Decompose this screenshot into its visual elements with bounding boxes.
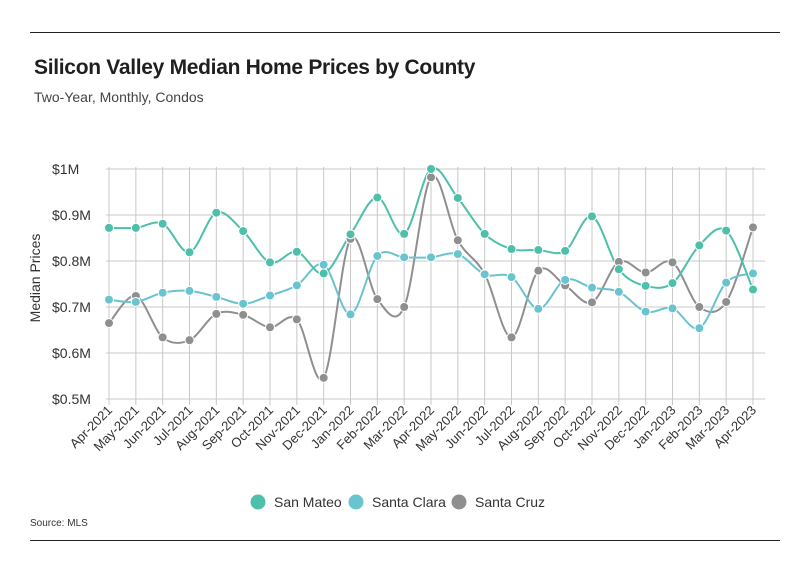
- san-mateo-point: [184, 247, 195, 258]
- san-mateo-point: [104, 222, 114, 233]
- y-tick-label: $0.9M: [52, 207, 91, 223]
- chart-title: Silicon Valley Median Home Prices by Cou…: [34, 56, 476, 79]
- santa-clara-point: [560, 274, 571, 285]
- san-mateo-point: [506, 244, 517, 255]
- chart-subtitle: Two-Year, Monthly, Condos: [34, 89, 204, 105]
- legend: San Mateo Santa Clara Santa Cruz: [250, 494, 545, 510]
- santa-cruz-point: [104, 318, 114, 329]
- santa-clara-legend-label: Santa Clara: [372, 494, 446, 510]
- san-mateo-legend-label: San Mateo: [274, 494, 342, 510]
- san-mateo-legend-marker: [250, 494, 266, 510]
- y-tick-label: $0.8M: [52, 253, 91, 269]
- santa-clara-point: [613, 286, 624, 297]
- y-axis-label: Median Prices: [27, 234, 43, 323]
- santa-cruz-point: [291, 314, 302, 325]
- santa-clara-point: [426, 252, 436, 263]
- santa-clara-point: [104, 294, 114, 305]
- santa-cruz-point: [399, 302, 410, 312]
- san-mateo-point: [345, 229, 356, 240]
- san-mateo-point: [479, 228, 490, 239]
- san-mateo-point: [748, 284, 758, 295]
- santa-clara-legend-marker: [348, 494, 364, 510]
- y-tick-label: $1M: [52, 161, 79, 177]
- santa-clara-point: [587, 282, 597, 293]
- san-mateo-point: [533, 244, 544, 255]
- santa-cruz-point: [587, 297, 597, 308]
- y-tick-label: $0.7M: [52, 299, 91, 315]
- santa-cruz-point: [452, 235, 463, 246]
- santa-cruz-point: [721, 296, 732, 307]
- bottom-rule: [30, 540, 780, 541]
- santa-clara-point: [667, 303, 678, 314]
- san-mateo-point: [157, 218, 168, 229]
- san-mateo-point: [211, 207, 222, 218]
- san-mateo-point: [130, 222, 141, 233]
- san-mateo-point: [318, 268, 329, 279]
- santa-clara-point: [265, 290, 275, 301]
- santa-cruz-point: [238, 309, 249, 320]
- santa-cruz-point: [748, 222, 758, 233]
- santa-clara-point: [157, 287, 168, 298]
- santa-clara-point: [479, 269, 490, 280]
- santa-cruz-point: [184, 335, 195, 346]
- santa-cruz-point: [211, 308, 222, 319]
- series-points: [104, 164, 758, 383]
- san-mateo-point: [291, 246, 302, 257]
- san-mateo-point: [426, 164, 436, 174]
- san-mateo-point: [694, 240, 705, 251]
- san-mateo-point: [238, 226, 249, 237]
- santa-cruz-legend-label: Santa Cruz: [475, 494, 545, 510]
- grid: [106, 167, 765, 405]
- santa-cruz-point: [667, 257, 678, 268]
- y-tick-label: $0.6M: [52, 345, 91, 361]
- san-mateo-point: [613, 264, 624, 275]
- san-mateo-point: [399, 228, 410, 239]
- top-rule: [30, 32, 780, 33]
- santa-cruz-point: [694, 302, 705, 312]
- santa-clara-point: [184, 285, 195, 296]
- santa-clara-point: [748, 268, 758, 279]
- santa-clara-point: [452, 249, 463, 260]
- san-mateo-point: [721, 225, 732, 236]
- santa-clara-point: [345, 309, 356, 320]
- santa-cruz-point: [640, 267, 651, 278]
- santa-clara-point: [694, 323, 705, 334]
- san-mateo-point: [560, 245, 571, 256]
- santa-cruz-point: [426, 172, 436, 183]
- san-mateo-point: [587, 211, 597, 222]
- santa-clara-point: [211, 291, 222, 302]
- santa-clara-point: [238, 298, 249, 309]
- source-note: Source: MLS: [30, 518, 88, 529]
- santa-clara-point: [130, 296, 141, 307]
- san-mateo-point: [667, 278, 678, 289]
- santa-clara-point: [506, 272, 517, 283]
- santa-cruz-legend-marker: [451, 494, 467, 510]
- santa-clara-point: [533, 303, 544, 314]
- santa-cruz-point: [157, 332, 168, 343]
- santa-cruz-point: [533, 265, 544, 276]
- x-axis-ticks: Apr-2021May-2021Jun-2021Jul-2021Aug-2021…: [67, 403, 759, 454]
- santa-cruz-point: [506, 332, 517, 343]
- santa-clara-point: [640, 306, 651, 317]
- santa-cruz-point: [265, 322, 275, 333]
- y-tick-label: $0.5M: [52, 391, 91, 407]
- san-mateo-point: [265, 257, 275, 268]
- santa-clara-point: [372, 250, 383, 261]
- santa-clara-point: [399, 252, 410, 263]
- san-mateo-point: [640, 280, 651, 291]
- santa-clara-point: [721, 277, 732, 288]
- santa-cruz-point: [318, 372, 329, 383]
- santa-clara-point: [318, 259, 329, 270]
- santa-cruz-point: [372, 294, 383, 305]
- san-mateo-point: [452, 192, 463, 203]
- san-mateo-point: [372, 192, 383, 203]
- y-axis-ticks: $1M $0.9M $0.8M $0.7M $0.6M $0.5M: [52, 161, 91, 407]
- santa-clara-point: [291, 280, 302, 291]
